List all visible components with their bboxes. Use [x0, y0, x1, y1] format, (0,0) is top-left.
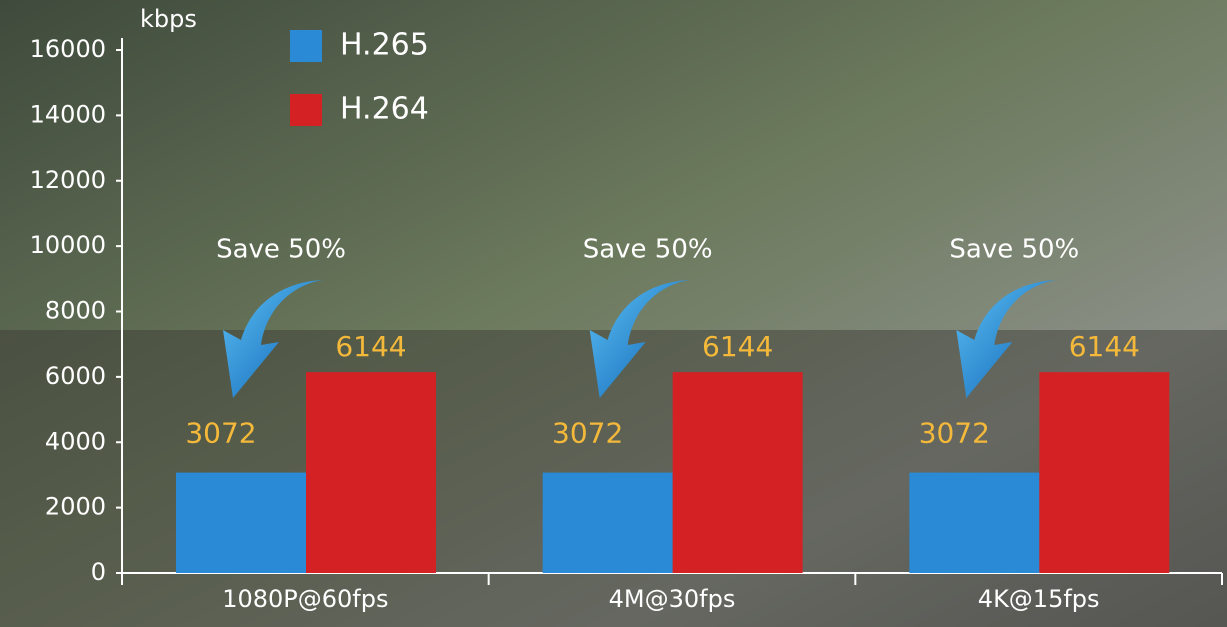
value-label: 3072 — [185, 417, 256, 450]
y-tick-label: 16000 — [30, 35, 106, 63]
y-tick-label: 4000 — [45, 427, 106, 455]
bar — [673, 372, 803, 573]
legend-swatch — [290, 94, 322, 126]
value-label: 6144 — [335, 330, 406, 363]
bar — [1039, 372, 1169, 573]
value-label: 3072 — [552, 417, 623, 450]
x-tick-label: 1080P@60fps — [222, 585, 388, 613]
bar — [543, 473, 673, 573]
y-tick-label: 2000 — [45, 493, 106, 521]
x-tick-label: 4K@15fps — [978, 585, 1100, 613]
annotation: Save 50% — [949, 235, 1079, 265]
bar — [909, 473, 1039, 573]
y-tick-label: 10000 — [30, 231, 106, 259]
bar — [306, 372, 436, 573]
y-tick-label: 8000 — [45, 297, 106, 325]
y-tick-label: 6000 — [45, 362, 106, 390]
value-label: 6144 — [1069, 330, 1140, 363]
chart: kbps 0 2000 4000 6000 8000 10000 12000 14000 160… — [0, 0, 1227, 627]
annotation: Save 50% — [216, 235, 346, 265]
bar — [176, 473, 306, 573]
y-axis-label: kbps — [140, 5, 197, 33]
legend-label: H.265 — [340, 28, 429, 63]
y-tick-label: 0 — [91, 558, 106, 586]
y-tick-label: 14000 — [30, 100, 106, 128]
annotation: Save 50% — [583, 235, 713, 265]
legend-swatch — [290, 30, 322, 62]
legend-label: H.264 — [340, 92, 429, 127]
y-tick-label: 12000 — [30, 166, 106, 194]
value-label: 6144 — [702, 330, 773, 363]
value-label: 3072 — [919, 417, 990, 450]
x-tick-label: 4M@30fps — [609, 585, 736, 613]
